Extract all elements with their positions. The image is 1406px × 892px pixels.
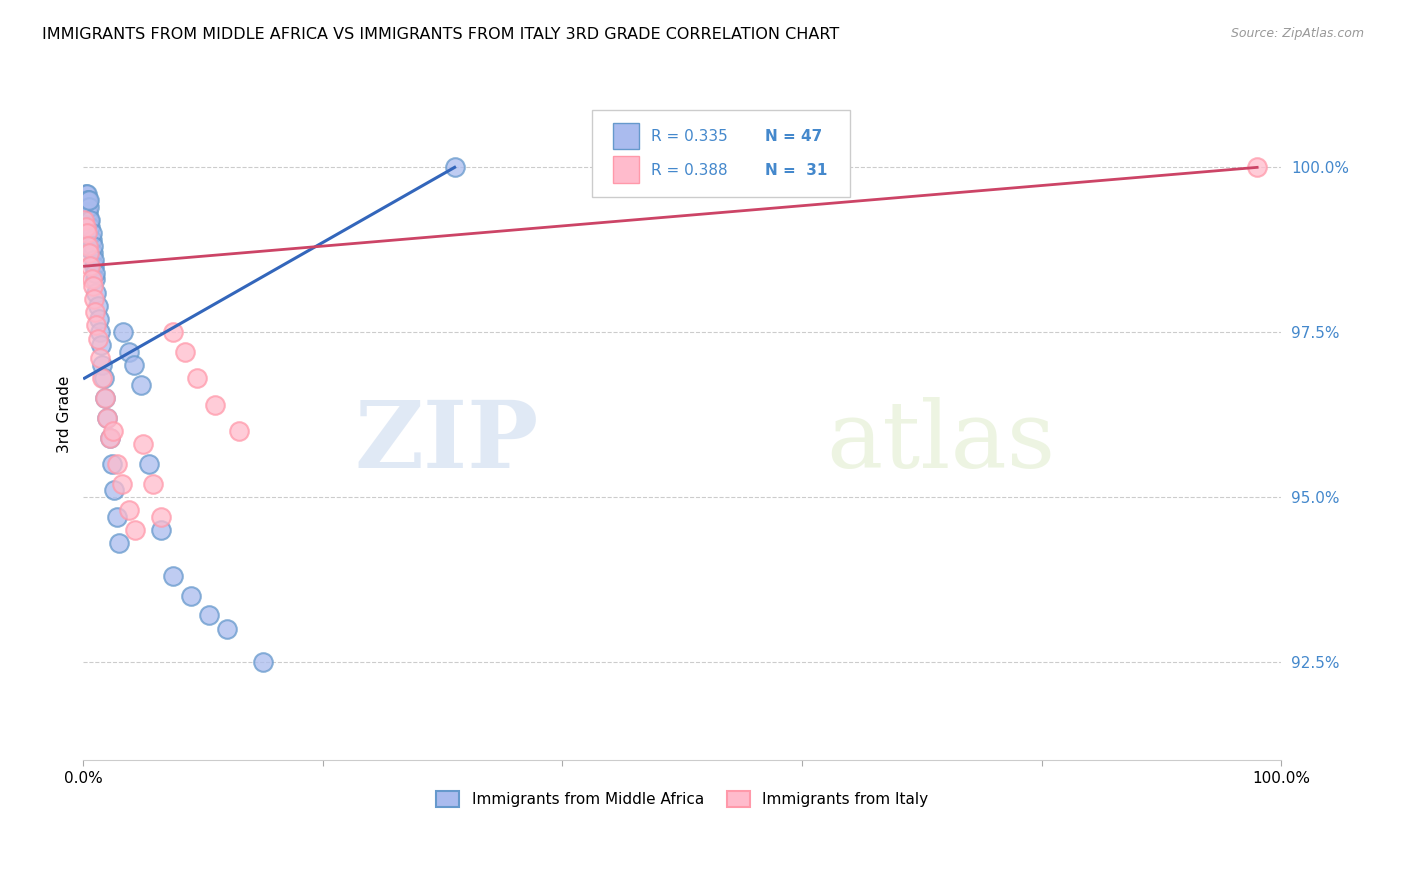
Point <box>73 239 96 253</box>
Point <box>77 194 100 208</box>
Text: N =  31: N = 31 <box>765 162 827 178</box>
Point <box>162 325 184 339</box>
Point <box>77 213 100 227</box>
FancyBboxPatch shape <box>613 123 640 150</box>
Point <box>75 194 97 208</box>
Point <box>84 266 107 280</box>
Point <box>83 252 105 267</box>
Point <box>77 200 100 214</box>
Point <box>91 358 114 372</box>
Text: ZIP: ZIP <box>354 397 538 487</box>
Point <box>111 476 134 491</box>
Point <box>77 239 100 253</box>
Point <box>186 371 208 385</box>
Point <box>174 344 197 359</box>
Point <box>150 523 173 537</box>
Point <box>105 457 128 471</box>
Point <box>94 391 117 405</box>
Point <box>89 351 111 366</box>
Point <box>162 569 184 583</box>
Point <box>80 272 103 286</box>
Point <box>124 523 146 537</box>
Point <box>105 509 128 524</box>
Point <box>132 437 155 451</box>
Point <box>103 424 125 438</box>
Point <box>89 325 111 339</box>
Point <box>77 194 100 208</box>
Point <box>82 239 104 253</box>
FancyBboxPatch shape <box>613 156 640 183</box>
Point <box>84 305 107 319</box>
Point <box>86 332 108 346</box>
Point <box>87 312 110 326</box>
Point <box>84 272 107 286</box>
Point <box>96 410 118 425</box>
Point <box>98 430 121 444</box>
Point <box>75 186 97 201</box>
Point <box>79 259 101 273</box>
Point <box>91 371 114 385</box>
Point <box>198 608 221 623</box>
Point <box>228 424 250 438</box>
Point <box>76 194 98 208</box>
Point <box>83 292 105 306</box>
Text: IMMIGRANTS FROM MIDDLE AFRICA VS IMMIGRANTS FROM ITALY 3RD GRADE CORRELATION CHA: IMMIGRANTS FROM MIDDLE AFRICA VS IMMIGRA… <box>42 27 839 42</box>
Point <box>142 476 165 491</box>
Point <box>77 206 100 220</box>
Text: N = 47: N = 47 <box>765 128 823 144</box>
Point <box>98 430 121 444</box>
Point <box>252 655 274 669</box>
Point <box>77 246 100 260</box>
Point <box>93 371 115 385</box>
Point <box>82 246 104 260</box>
Point <box>86 299 108 313</box>
Point <box>103 483 125 498</box>
Point <box>111 325 134 339</box>
Point <box>79 219 101 234</box>
Text: atlas: atlas <box>825 397 1054 487</box>
Y-axis label: 3rd Grade: 3rd Grade <box>58 376 72 453</box>
Text: R = 0.388: R = 0.388 <box>651 162 728 178</box>
Point <box>122 358 145 372</box>
Point <box>76 226 98 240</box>
Point <box>90 338 112 352</box>
Point <box>94 391 117 405</box>
Point <box>76 200 98 214</box>
FancyBboxPatch shape <box>592 110 849 196</box>
Point <box>204 398 226 412</box>
Point <box>96 410 118 425</box>
Point <box>1246 161 1268 175</box>
Point <box>180 589 202 603</box>
Legend: Immigrants from Middle Africa, Immigrants from Italy: Immigrants from Middle Africa, Immigrant… <box>429 784 935 815</box>
Point <box>118 344 141 359</box>
Point <box>79 213 101 227</box>
Point <box>215 622 238 636</box>
Point <box>443 161 465 175</box>
Point <box>76 186 98 201</box>
Point <box>86 285 108 300</box>
Point <box>101 457 124 471</box>
Text: Source: ZipAtlas.com: Source: ZipAtlas.com <box>1230 27 1364 40</box>
Point <box>73 213 96 227</box>
Point <box>108 536 131 550</box>
Point <box>80 226 103 240</box>
Point <box>86 318 108 333</box>
Point <box>138 457 160 471</box>
Point <box>82 279 104 293</box>
Point <box>83 259 105 273</box>
Text: R = 0.335: R = 0.335 <box>651 128 728 144</box>
Point <box>129 377 152 392</box>
Point <box>118 503 141 517</box>
Point <box>75 219 97 234</box>
Point <box>80 233 103 247</box>
Point <box>150 509 173 524</box>
